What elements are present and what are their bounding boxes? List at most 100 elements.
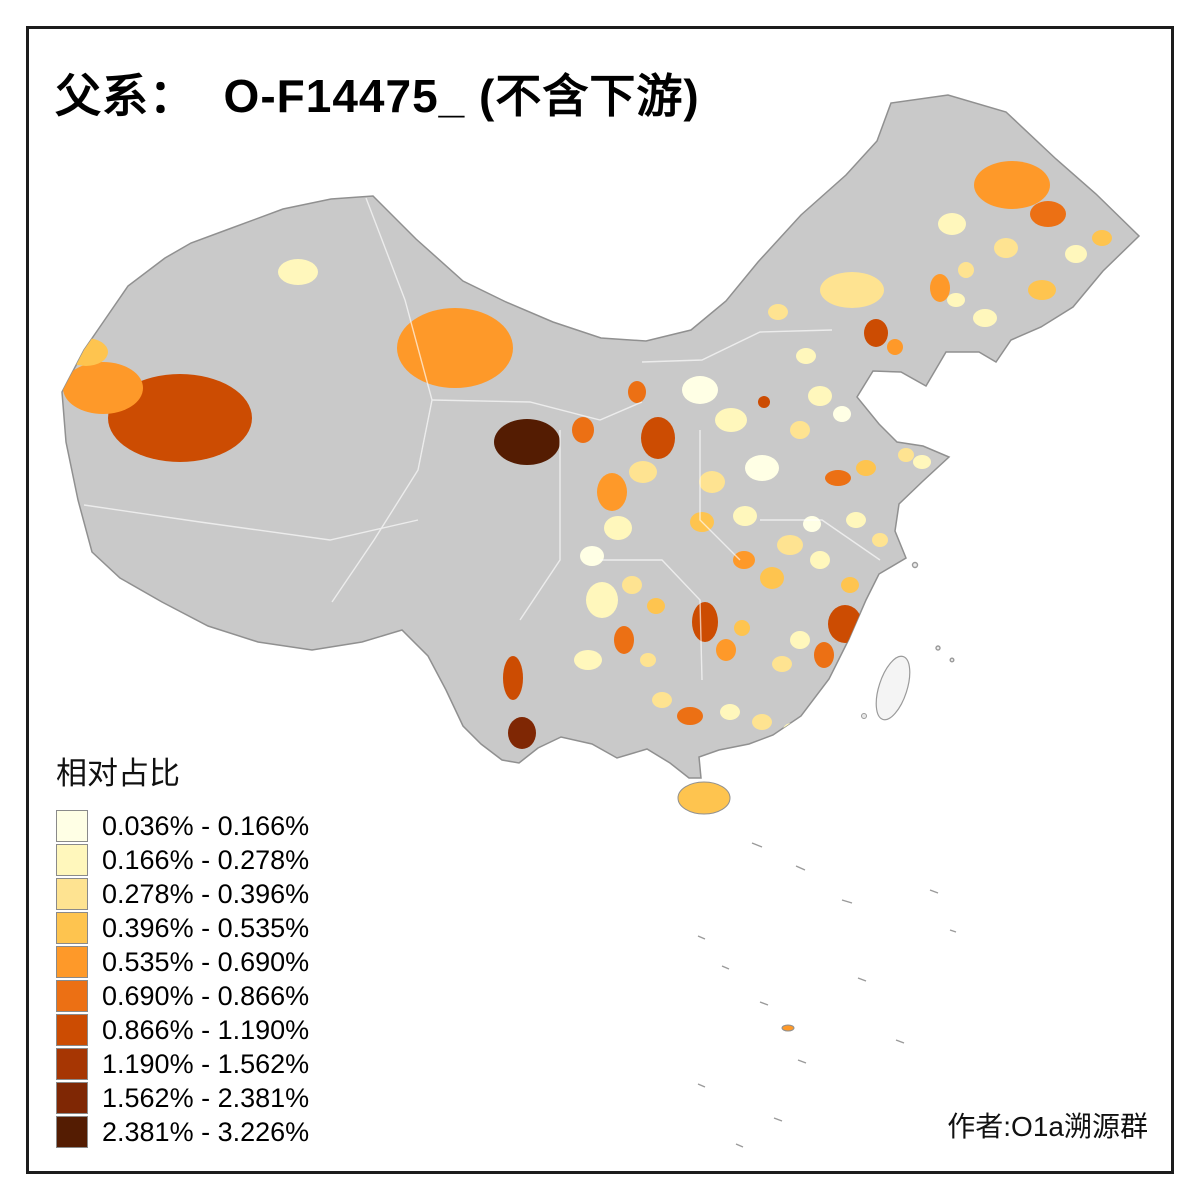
legend-swatch xyxy=(56,946,88,978)
map-region xyxy=(586,582,618,618)
map-region xyxy=(810,551,830,569)
map-region xyxy=(692,602,718,642)
map-region xyxy=(856,460,876,476)
legend-title: 相对占比 xyxy=(56,756,180,791)
legend-row: 0.036% - 0.166% xyxy=(56,809,309,843)
map-region xyxy=(597,473,627,511)
legend-label: 2.381% - 3.226% xyxy=(102,1116,310,1147)
map-region xyxy=(677,707,703,725)
map-region xyxy=(1028,280,1056,300)
map-region xyxy=(958,262,974,278)
map-region xyxy=(783,723,801,737)
map-region xyxy=(640,653,656,667)
legend-swatch xyxy=(56,912,88,944)
map-region xyxy=(814,642,834,668)
map-region xyxy=(580,546,604,566)
map-region xyxy=(790,421,810,439)
map-region xyxy=(777,535,803,555)
legend-swatch xyxy=(56,810,88,842)
map-region xyxy=(647,598,665,614)
map-region xyxy=(628,381,646,403)
map-region xyxy=(844,683,860,697)
map-region xyxy=(973,309,997,327)
map-region xyxy=(397,308,513,388)
map-region xyxy=(994,238,1018,258)
map-region xyxy=(938,213,966,235)
map-region xyxy=(758,396,770,408)
map-region xyxy=(641,417,675,459)
map-region xyxy=(622,576,642,594)
map-region xyxy=(872,533,888,547)
legend-swatch xyxy=(56,980,88,1012)
map-region xyxy=(841,577,859,593)
map-region xyxy=(864,319,888,347)
map-region xyxy=(803,516,821,532)
legend-label: 0.278% - 0.396% xyxy=(102,878,310,909)
map-region xyxy=(898,448,914,462)
china-mainland xyxy=(61,94,1141,779)
legend-label: 0.166% - 0.278% xyxy=(102,844,310,875)
map-region xyxy=(810,709,826,723)
map-region xyxy=(974,161,1050,209)
map-region xyxy=(772,656,792,672)
island-regions xyxy=(677,781,795,1032)
map-region xyxy=(745,455,779,481)
page-title: 父系： O-F14475_ (不含下游) xyxy=(55,70,700,122)
map-region xyxy=(503,656,523,700)
map-region xyxy=(652,692,672,708)
penghu-island xyxy=(861,713,867,719)
map-region xyxy=(108,374,252,462)
legend-label: 1.190% - 1.562% xyxy=(102,1048,310,1079)
map-region xyxy=(278,259,318,285)
map-region xyxy=(715,408,747,432)
legend-row: 0.166% - 0.278% xyxy=(56,843,309,877)
map-region xyxy=(1030,201,1066,227)
province-borders xyxy=(83,197,881,681)
map-region xyxy=(733,551,755,569)
map-region xyxy=(677,781,731,815)
map-region xyxy=(494,419,560,465)
map-region xyxy=(720,704,740,720)
legend-swatch xyxy=(56,1014,88,1046)
map-region xyxy=(1092,230,1112,246)
map-region xyxy=(752,714,772,730)
map-region xyxy=(852,652,868,668)
map-region xyxy=(846,512,866,528)
map-region xyxy=(913,455,931,469)
map-region xyxy=(572,417,594,443)
map-region xyxy=(508,717,536,749)
legend-label: 0.396% - 0.535% xyxy=(102,912,310,943)
map-region xyxy=(760,567,784,589)
legend-label: 0.036% - 0.166% xyxy=(102,810,310,841)
legend-swatch xyxy=(56,1048,88,1080)
map-region xyxy=(699,471,725,493)
author-credit: 作者:O1a溯源群 xyxy=(947,1111,1148,1142)
taiwan-island xyxy=(875,655,911,721)
map-region xyxy=(828,605,862,643)
legend-row: 1.562% - 2.381% xyxy=(56,1081,309,1115)
map-region xyxy=(887,339,903,355)
map-region xyxy=(930,274,950,302)
legend-row: 0.535% - 0.690% xyxy=(56,945,309,979)
legend-row: 0.690% - 0.866% xyxy=(56,979,309,1013)
map-region xyxy=(869,390,883,402)
legend-swatch xyxy=(56,878,88,910)
legend-label: 0.866% - 1.190% xyxy=(102,1014,310,1045)
map-region xyxy=(808,386,832,406)
legend-label: 0.535% - 0.690% xyxy=(102,946,310,977)
legend-label: 0.690% - 0.866% xyxy=(102,980,310,1011)
south-china-sea-islands xyxy=(697,561,957,1148)
legend-swatch xyxy=(56,844,88,876)
map-region xyxy=(63,362,143,414)
map-region xyxy=(833,406,851,422)
legend-row: 1.190% - 1.562% xyxy=(56,1047,309,1081)
map-region xyxy=(629,461,657,483)
map-region xyxy=(733,506,757,526)
legend-row: 2.381% - 3.226% xyxy=(56,1115,309,1149)
map-region xyxy=(614,626,634,654)
legend: 相对占比 0.036% - 0.166% 0.166% - 0.278% 0.2… xyxy=(56,748,309,1149)
legend-label: 1.562% - 2.381% xyxy=(102,1082,310,1113)
map-region xyxy=(574,650,602,670)
map-region xyxy=(790,631,810,649)
